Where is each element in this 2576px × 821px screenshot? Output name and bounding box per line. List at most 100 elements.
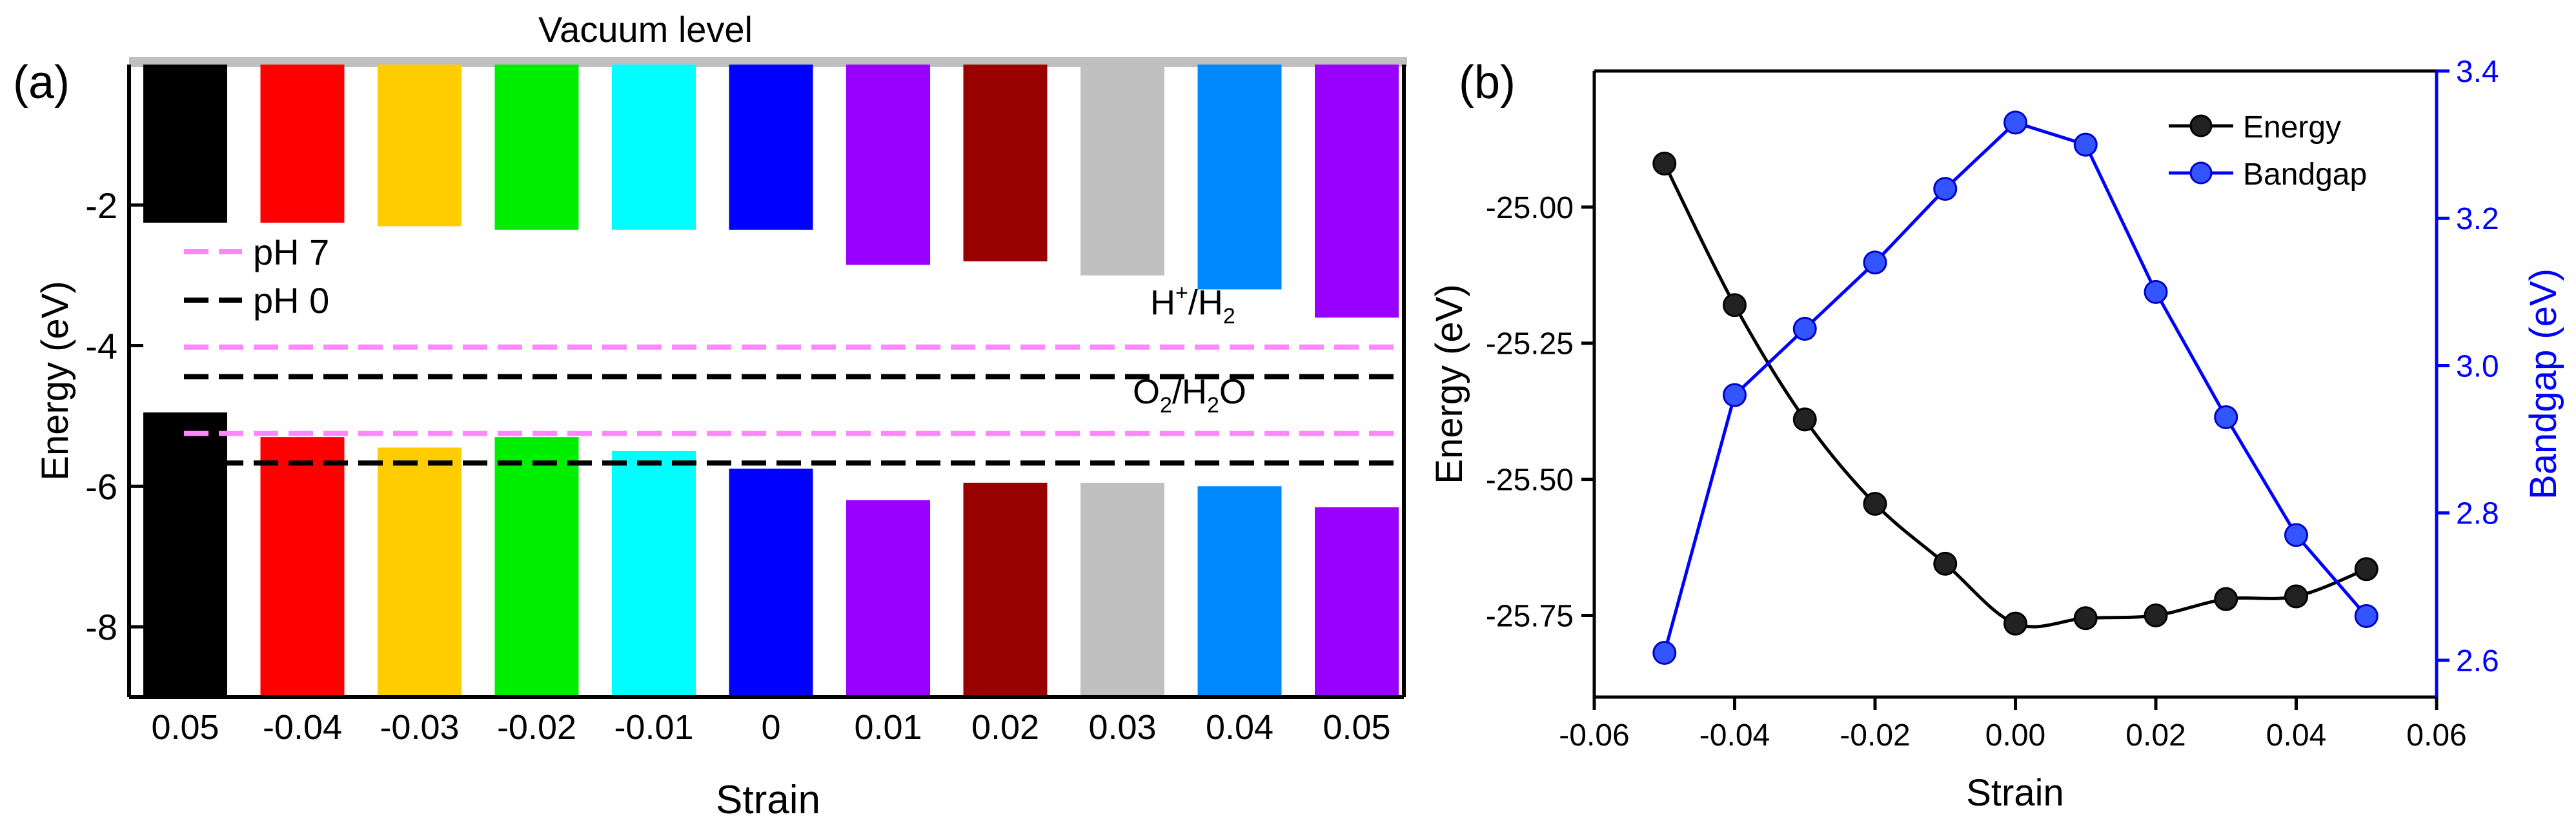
energy-point: [1863, 492, 1887, 516]
x-ticks: 0.05 -0.04 -0.03 -0.02 -0.01 0 0.01 0.02 0.03 0.0…: [151, 708, 1390, 747]
x-tick-label: -0.02: [1840, 718, 1910, 753]
conduction-band-bar: [1197, 65, 1282, 290]
x-tick-label: -0.01: [614, 708, 693, 747]
y-tick-label: -6: [85, 466, 117, 507]
conduction-band-bar: [846, 65, 930, 265]
energy-point: [1933, 551, 1958, 576]
y2-tick-label: 3.0: [2456, 349, 2499, 383]
valence-band-bar: [143, 412, 227, 697]
valence-band-bar: [260, 437, 345, 697]
y2-tick-label: 2.6: [2456, 644, 2499, 678]
bar-group: [143, 65, 1399, 697]
legend-marker-energy: [2189, 114, 2213, 137]
legend-label-ph0: pH 0: [253, 280, 329, 321]
x-tick-label: -0.04: [263, 708, 342, 747]
bandgap-point: [1652, 641, 1677, 665]
bandgap-point: [1863, 250, 1887, 275]
panel-b-label: (b): [1459, 57, 1516, 108]
energy-line: [1663, 163, 2368, 629]
energy-point: [2144, 603, 2168, 627]
bandgap-point: [2354, 603, 2378, 628]
x-tick-label: 0.03: [1088, 708, 1156, 747]
valence-band-bar: [1080, 482, 1164, 697]
bandgap-point: [1792, 316, 1817, 341]
bandgap-point: [2144, 279, 2168, 304]
valence-band-bar: [729, 469, 813, 697]
legend-label-bandgap: Bandgap: [2243, 157, 2367, 192]
y-tick-label: -25.50: [1486, 463, 1574, 498]
x-axis-label: Strain: [1966, 772, 2064, 814]
energy-point: [2354, 557, 2378, 582]
y2-tick-label: 2.8: [2456, 497, 2499, 531]
x-tick-label: 0.02: [971, 708, 1039, 747]
bandgap-line: [1663, 121, 2368, 654]
x-tick-label: 0.05: [151, 708, 219, 747]
valence-band-bar: [378, 447, 461, 697]
x-tick-label: 0: [761, 708, 780, 747]
x-tick-label: -0.04: [1699, 718, 1770, 753]
x-tick-label: -0.03: [380, 708, 459, 747]
x-tick-label: 0.00: [1985, 718, 2045, 753]
y2-tick-label: 3.2: [2456, 202, 2499, 236]
legend: Energy Bandgap: [2169, 110, 2367, 192]
energy-point: [1652, 151, 1677, 176]
conduction-band-bar: [963, 65, 1048, 261]
x-tick-label: 0.01: [854, 708, 922, 747]
legend-label-ph7: pH 7: [253, 232, 329, 272]
x-tick-label: 0.04: [2266, 718, 2326, 753]
valence-band-bar: [963, 482, 1048, 697]
panel-a: (a) Vacuum level -2 -4 -6 -8 0.05 -0.04 -0.03…: [13, 9, 1407, 821]
o-couple-label: O2/H2O: [1133, 372, 1246, 418]
conduction-band-bar: [260, 65, 345, 223]
x-tick-label: -0.02: [497, 708, 576, 747]
x-tick-label: 0.05: [1323, 708, 1390, 747]
x-axis-label: Strain: [716, 778, 820, 821]
valence-band-bar: [612, 451, 696, 697]
conduction-band-bar: [1315, 65, 1399, 318]
y-ticks-left: -25.00 -25.25 -25.50 -25.75: [1486, 191, 1594, 633]
conduction-band-bar: [729, 65, 813, 230]
h-couple-label: H+/H2: [1150, 281, 1235, 329]
conduction-band-bar: [612, 65, 696, 230]
y-axis-label-right: Bandgap (eV): [2522, 269, 2564, 500]
y-tick-label: -2: [85, 185, 117, 226]
y-axis-label: Energy (eV): [34, 281, 76, 480]
y-tick-label: -25.00: [1486, 191, 1574, 225]
legend: pH 7 pH 0: [184, 232, 329, 321]
conduction-band-bar: [143, 65, 227, 223]
x-ticks: -0.06 -0.04 -0.02 0.00 0.02 0.04 0.06: [1559, 697, 2467, 753]
bandgap-point: [2003, 110, 2027, 135]
series-group: [1652, 110, 2378, 665]
vacuum-level-label: Vacuum level: [538, 9, 753, 50]
bandgap-point: [2284, 523, 2308, 547]
energy-point: [1792, 407, 1817, 432]
x-tick-label: 0.06: [2406, 718, 2466, 753]
reference-lines: [184, 344, 1394, 466]
bandgap-point: [1933, 177, 1958, 201]
energy-point: [2284, 584, 2308, 609]
energy-point: [2214, 587, 2238, 611]
y-ticks: -2 -4 -6 -8: [85, 185, 143, 647]
energy-point: [2003, 611, 2027, 636]
panel-a-label: (a): [13, 57, 70, 108]
y-tick-label: -8: [85, 607, 117, 647]
valence-band-bar: [1315, 507, 1399, 697]
energy-point: [2073, 606, 2098, 631]
bandgap-point: [2214, 405, 2238, 429]
valence-band-bar: [846, 500, 930, 697]
x-tick-label: -0.06: [1559, 718, 1629, 753]
conduction-band-bar: [378, 65, 461, 227]
x-tick-label: 0.02: [2125, 718, 2186, 753]
conduction-band-bar: [1080, 65, 1164, 276]
valence-band-bar: [1197, 486, 1282, 697]
bandgap-point: [1723, 383, 1747, 407]
legend-marker-bandgap: [2189, 161, 2213, 185]
conduction-band-bar: [494, 65, 579, 230]
y-tick-label: -4: [85, 326, 117, 367]
y2-tick-label: 3.4: [2456, 55, 2499, 89]
x-tick-label: 0.04: [1206, 708, 1273, 747]
energy-point: [1723, 293, 1747, 318]
y-tick-label: -25.25: [1486, 327, 1574, 361]
valence-band-bar: [494, 437, 579, 697]
